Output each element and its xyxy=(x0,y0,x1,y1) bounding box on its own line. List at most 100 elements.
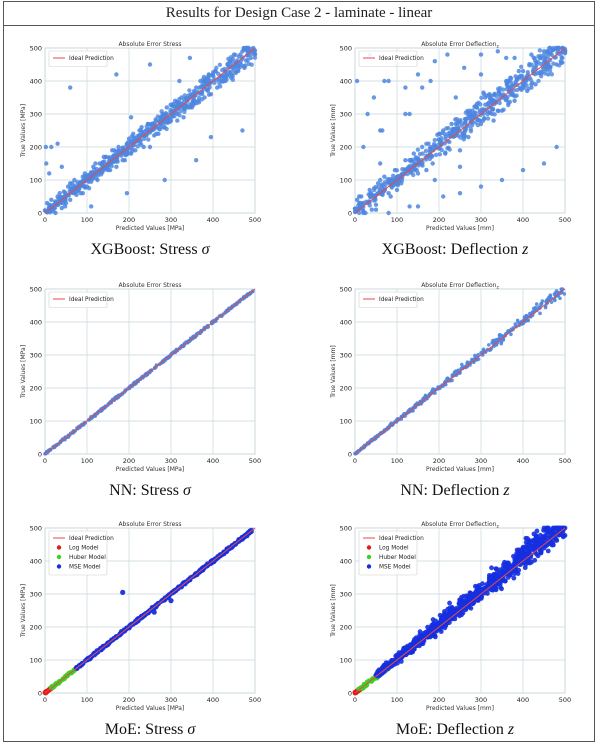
data-point xyxy=(492,92,497,97)
data-point xyxy=(562,46,568,52)
data-point xyxy=(462,65,467,70)
mse-model-point xyxy=(532,557,538,563)
x-axis-label: Predicted Values [MPa] xyxy=(116,705,184,712)
chart-xgboost-stress: 0 100 200 300 400 500 0 100 200 300 400 500 Predicte… xyxy=(20,41,261,232)
data-point xyxy=(524,314,529,319)
data-point xyxy=(477,118,482,123)
x-tick-label: 400 xyxy=(517,457,529,465)
data-point xyxy=(487,110,493,116)
data-point xyxy=(463,110,469,115)
y-tick-label: 500 xyxy=(340,524,352,532)
mse-model-point xyxy=(151,609,157,615)
data-point xyxy=(529,62,534,67)
mse-model-point xyxy=(428,626,434,632)
data-point xyxy=(55,201,61,207)
data-point xyxy=(424,167,429,173)
data-point xyxy=(357,194,362,199)
mse-model-point xyxy=(507,572,513,578)
data-point xyxy=(138,138,143,144)
legend-label: Log Model xyxy=(69,546,99,552)
mse-model-point xyxy=(520,544,526,550)
data-point xyxy=(403,158,408,163)
y-tick-label: 200 xyxy=(340,143,352,151)
x-tick-label: 300 xyxy=(165,457,177,465)
data-point xyxy=(361,144,366,150)
mse-model-point xyxy=(120,589,126,595)
y-tick-label: 100 xyxy=(30,656,42,664)
data-point xyxy=(483,107,488,112)
data-point xyxy=(547,64,552,70)
data-point xyxy=(419,162,425,167)
ideal-prediction-line xyxy=(354,288,566,455)
data-point xyxy=(208,134,214,140)
data-point xyxy=(146,137,151,142)
y-tick-label: 200 xyxy=(340,384,352,392)
data-point xyxy=(367,194,373,200)
data-point xyxy=(400,166,405,172)
legend-label: Huber Model xyxy=(379,555,416,561)
data-point xyxy=(438,386,442,390)
y-axis-label: True Values [mm] xyxy=(330,345,337,399)
data-point xyxy=(457,191,463,196)
data-point xyxy=(474,357,479,362)
chart-nn-stress: 0 100 200 300 400 500 0 100 200 300 400 500 Predicte… xyxy=(20,282,261,473)
x-tick-label: 100 xyxy=(391,216,403,224)
x-tick-label: 500 xyxy=(559,696,571,704)
data-point xyxy=(542,71,548,76)
y-tick-label: 100 xyxy=(340,417,352,425)
data-point xyxy=(360,208,366,213)
data-point xyxy=(140,375,144,379)
data-point xyxy=(116,148,122,154)
data-point xyxy=(471,358,476,362)
x-tick-label: 400 xyxy=(207,457,219,465)
chart-nn-deflection: 0 100 200 300 400 500 0 100 200 300 400 500 Predicte… xyxy=(330,282,571,473)
mse-model-point xyxy=(461,593,467,599)
data-point xyxy=(86,186,92,191)
mse-model-point xyxy=(522,565,528,571)
data-point xyxy=(249,51,254,57)
x-tick-label: 500 xyxy=(249,216,261,224)
data-point xyxy=(386,78,391,84)
legend-box xyxy=(48,530,108,576)
x-tick-label: 0 xyxy=(43,696,47,704)
chart-title: Absolute Error Stress xyxy=(118,282,181,289)
data-point xyxy=(554,144,559,150)
x-axis-label: Predicted Values [mm] xyxy=(426,705,494,712)
data-point xyxy=(68,197,73,202)
x-tick-label: 200 xyxy=(433,216,445,224)
data-point xyxy=(52,199,58,204)
data-point xyxy=(512,82,518,87)
data-point xyxy=(103,154,109,160)
data-point xyxy=(203,79,208,85)
data-point xyxy=(558,296,562,301)
mse-model-point xyxy=(473,588,479,594)
data-point xyxy=(457,164,463,169)
mse-model-point xyxy=(542,537,548,543)
data-point xyxy=(187,55,193,61)
data-point xyxy=(205,88,211,94)
x-tick-label: 0 xyxy=(43,457,47,465)
data-point xyxy=(57,191,62,196)
mse-model-point xyxy=(415,637,421,643)
data-point xyxy=(44,161,49,166)
data-point xyxy=(175,118,180,123)
data-point xyxy=(388,194,393,199)
data-point xyxy=(124,191,130,196)
data-point xyxy=(562,292,567,296)
data-point xyxy=(178,101,183,106)
data-point xyxy=(122,158,128,163)
data-point xyxy=(473,104,478,109)
data-point xyxy=(431,387,435,391)
data-point xyxy=(424,141,429,147)
data-point xyxy=(208,78,214,84)
x-tick-label: 500 xyxy=(559,457,571,465)
data-point xyxy=(432,137,437,143)
data-point xyxy=(49,144,54,150)
x-axis-label: Predicted Values [mm] xyxy=(426,225,494,232)
mse-model-point xyxy=(168,598,174,604)
data-point xyxy=(514,93,519,98)
data-point xyxy=(158,115,164,120)
data-point xyxy=(156,126,162,132)
data-point xyxy=(47,171,52,176)
data-point xyxy=(394,175,399,180)
